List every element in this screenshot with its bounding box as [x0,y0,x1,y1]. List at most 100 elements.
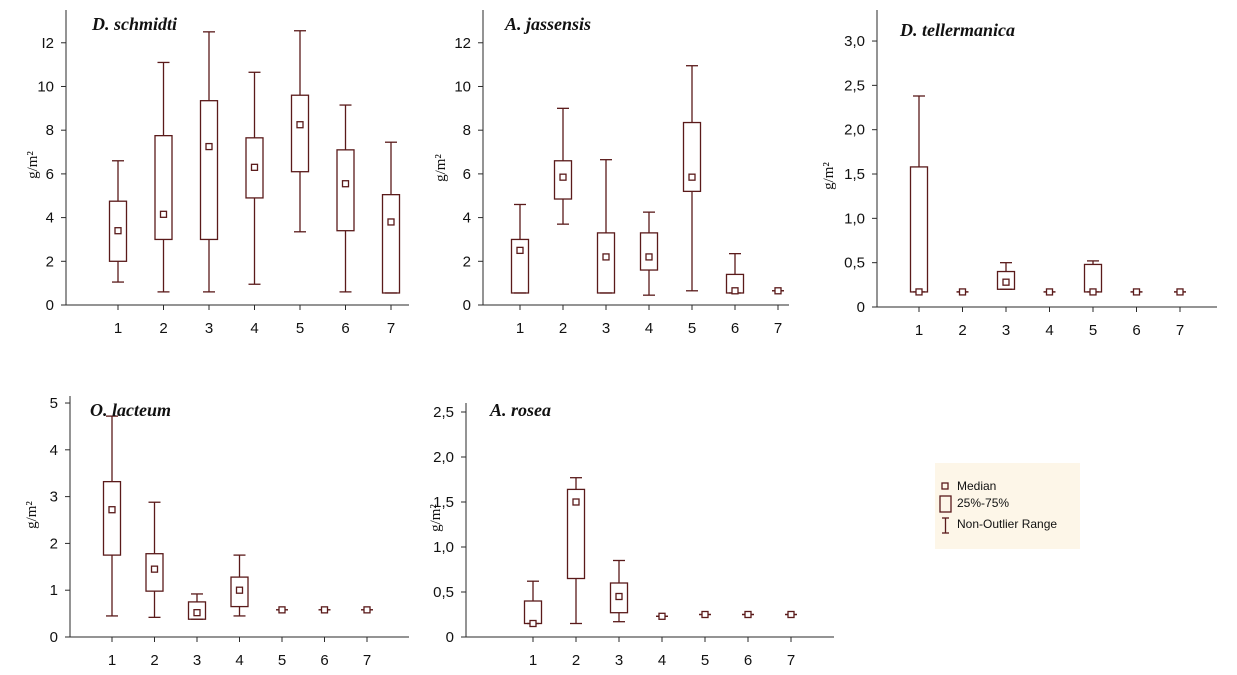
legend-range-marker [942,517,949,534]
x-tick-label: 5 [278,652,286,669]
x-tick-label: 5 [296,320,304,337]
median-marker [688,173,696,181]
panel-title: D. tellermanica [899,20,1015,40]
median-marker [658,612,666,620]
y-tick-label: 2,5 [433,404,454,421]
panel-title: A. jassensis [504,14,591,34]
box-plot-item [230,554,249,617]
y-tick-label: 4 [463,210,471,227]
box-plot-item [510,203,530,294]
legend-median-label: Median [957,479,996,493]
y-tick-label: 4 [46,210,54,227]
quartile-box [187,601,207,620]
y-tick-label: 10 [37,78,54,95]
x-tick-label: 6 [341,320,349,337]
box-plot-item [523,580,543,628]
box-plot-item [699,610,711,619]
y-tick-label: 0 [463,297,471,314]
median-marker [387,218,395,226]
y-tick-label: 2 [50,535,58,552]
median-marker [1089,288,1097,296]
box-plot-item [682,65,702,292]
quartile-box [245,137,264,199]
box-plot-item [1043,288,1056,296]
legend-quartile-label: 25%-75% [957,496,1009,510]
y-axis-label: g/m² [428,504,444,532]
quartile-box [996,270,1016,290]
legend-background [935,463,1080,549]
x-tick-label: 4 [250,320,258,337]
x-tick-label: 5 [701,652,709,669]
x-tick-label: 1 [114,320,122,337]
median-marker [320,606,329,614]
box-plot-item [154,61,173,293]
x-tick-label: 1 [516,320,524,337]
box-plot-item [276,606,288,614]
quartile-box [145,553,164,592]
y-tick-label: 3 [50,489,58,506]
quartile-box [553,160,573,200]
y-tick-label: 5 [50,395,58,412]
median-marker [615,592,623,601]
quartile-box [381,193,401,294]
box-plot-item [290,30,310,233]
y-tick-label: 0 [50,629,58,646]
box-plot-item [245,71,264,285]
x-tick-label: 7 [387,320,395,337]
box-plot-item [145,501,164,618]
panel-title: O. lacteum [90,400,171,420]
x-tick-label: 1 [915,322,923,339]
y-axis-label: g/m² [25,151,41,179]
y-tick-label: 10 [454,78,471,95]
chart-panel: 0 1 2 3 4 5 1 2 3 4 5 6 7 O. lacteum g/m² [24,395,409,669]
box-plot-item [956,288,969,296]
median-marker [645,253,653,261]
box-plot-item [772,287,784,295]
y-tick-label: 2,0 [433,449,454,466]
y-tick-label: I2 [41,35,54,52]
median-marker [193,609,201,617]
median-marker [235,586,244,594]
legend-range-label: Non-Outlier Range [957,517,1057,531]
y-tick-label: 1,0 [433,539,454,556]
x-tick-label: 2 [559,320,567,337]
box-plot-item [318,606,331,614]
box-plot-item [1130,288,1143,296]
quartile-box [290,94,310,173]
quartile-box [639,232,659,271]
quartile-box [230,576,249,608]
median-marker [787,610,795,619]
x-tick-label: 4 [1045,322,1053,339]
quartile-box [108,200,128,262]
y-axis-label: g/m² [24,501,40,529]
x-tick-label: 3 [205,320,213,337]
x-tick-label: 4 [658,652,666,669]
x-tick-label: 2 [572,652,580,669]
quartile-box [609,582,629,614]
median-marker [296,121,304,129]
y-tick-label: 0 [857,299,865,316]
panel-title: D. schmidti [91,14,177,34]
median-marker [1176,288,1184,296]
quartile-box [102,480,122,556]
x-tick-label: 3 [193,652,201,669]
x-tick-label: 7 [774,320,782,337]
y-tick-label: 6 [463,166,471,183]
box-plot-item [108,160,128,283]
median-marker [1045,288,1054,296]
median-marker [278,606,286,614]
box-plot-item [639,211,659,296]
box-plot-item [656,612,668,620]
y-tick-label: 0 [46,297,54,314]
box-plot-item [1083,260,1103,296]
median-marker [1132,288,1141,296]
legend-median-marker [941,482,949,490]
x-tick-label: 5 [1089,322,1097,339]
y-tick-label: 2 [46,253,54,270]
quartile-box [909,166,929,293]
y-tick-label: 1,0 [844,210,865,227]
median-marker [744,610,752,619]
median-marker [774,287,782,295]
